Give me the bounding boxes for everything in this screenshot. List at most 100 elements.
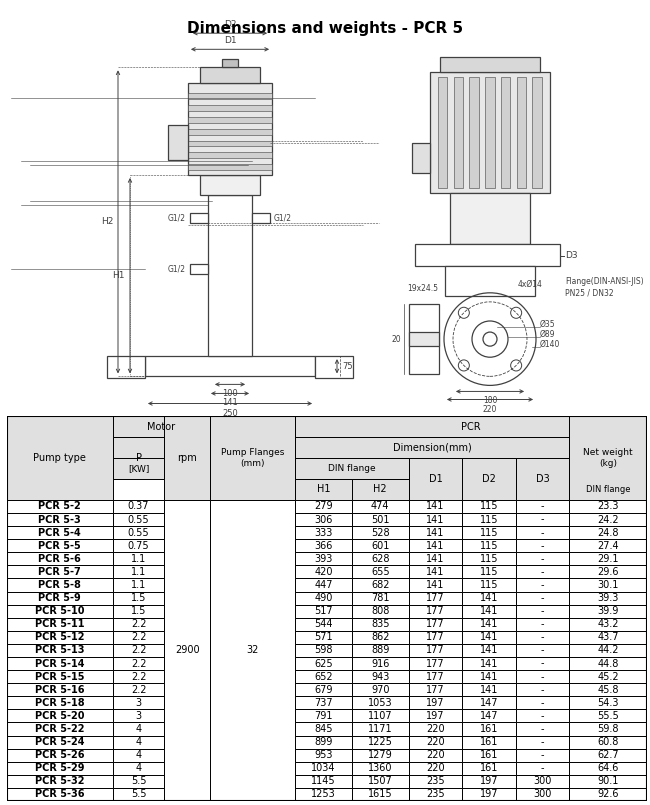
Text: 24.8: 24.8 xyxy=(597,527,619,538)
Bar xyxy=(462,709,516,722)
Bar xyxy=(6,631,113,644)
Bar xyxy=(113,709,164,722)
Text: PCR 5-16: PCR 5-16 xyxy=(35,685,84,695)
Text: 1107: 1107 xyxy=(368,711,393,721)
Bar xyxy=(168,125,188,160)
Bar xyxy=(295,670,352,683)
Text: 679: 679 xyxy=(314,685,333,695)
Bar xyxy=(352,500,409,513)
Text: 366: 366 xyxy=(315,541,333,551)
Text: 161: 161 xyxy=(480,724,499,734)
Text: G1/2: G1/2 xyxy=(168,264,186,273)
Text: Pump type: Pump type xyxy=(33,453,86,463)
Text: 2.2: 2.2 xyxy=(131,685,146,695)
Text: 5.5: 5.5 xyxy=(131,790,146,799)
Bar xyxy=(6,565,113,579)
Text: 1171: 1171 xyxy=(368,724,393,734)
Bar xyxy=(409,513,462,526)
Text: 501: 501 xyxy=(371,514,389,525)
Bar xyxy=(6,762,113,774)
Text: 24.2: 24.2 xyxy=(597,514,619,525)
Text: 1.1: 1.1 xyxy=(131,554,146,563)
Text: G1/2: G1/2 xyxy=(168,214,186,223)
Bar xyxy=(352,736,409,749)
Bar xyxy=(409,683,462,696)
Text: 90.1: 90.1 xyxy=(597,776,619,786)
Text: D3: D3 xyxy=(565,251,578,260)
Text: Net weight
(kg): Net weight (kg) xyxy=(583,448,633,468)
Text: PN25 / DN32: PN25 / DN32 xyxy=(565,289,614,298)
Text: 220: 220 xyxy=(426,737,445,747)
Text: 2.2: 2.2 xyxy=(131,658,146,668)
Bar xyxy=(188,141,272,147)
Text: PCR 5-11: PCR 5-11 xyxy=(35,619,84,630)
Bar xyxy=(462,617,516,631)
Text: 60.8: 60.8 xyxy=(597,737,619,747)
Text: 197: 197 xyxy=(480,776,499,786)
Text: PCR 5-6: PCR 5-6 xyxy=(38,554,81,563)
Text: PCR 5-9: PCR 5-9 xyxy=(38,593,81,603)
Bar xyxy=(469,77,479,188)
Bar xyxy=(295,605,352,617)
Text: 141: 141 xyxy=(480,593,499,603)
Bar xyxy=(352,774,409,788)
Text: 161: 161 xyxy=(480,763,499,774)
Bar xyxy=(409,657,462,670)
Bar xyxy=(569,788,647,801)
Bar xyxy=(516,736,569,749)
Text: DIN flange: DIN flange xyxy=(586,485,630,494)
Text: 43.2: 43.2 xyxy=(597,619,619,630)
Bar xyxy=(295,458,409,479)
Bar xyxy=(569,696,647,709)
Text: PCR 5-5: PCR 5-5 xyxy=(38,541,81,551)
Text: 220: 220 xyxy=(426,724,445,734)
Bar xyxy=(6,579,113,592)
Bar xyxy=(462,774,516,788)
Text: 44.8: 44.8 xyxy=(597,658,619,668)
Text: Flange(DIN-ANSI-JIS): Flange(DIN-ANSI-JIS) xyxy=(565,277,644,286)
Text: 141: 141 xyxy=(480,606,499,616)
Text: 4xØ14: 4xØ14 xyxy=(518,280,543,289)
Bar xyxy=(516,683,569,696)
Text: 44.2: 44.2 xyxy=(597,646,619,655)
Text: -: - xyxy=(541,567,545,577)
Text: 177: 177 xyxy=(426,646,445,655)
Bar xyxy=(352,513,409,526)
Text: 474: 474 xyxy=(371,502,389,511)
Bar xyxy=(569,552,647,565)
Text: 682: 682 xyxy=(371,580,389,590)
Text: P: P xyxy=(136,453,142,463)
Bar xyxy=(6,513,113,526)
Bar xyxy=(190,213,208,223)
Bar xyxy=(6,696,113,709)
Bar xyxy=(295,437,569,458)
Text: -: - xyxy=(541,724,545,734)
Text: 19x24.5: 19x24.5 xyxy=(407,284,438,293)
Text: 916: 916 xyxy=(371,658,389,668)
Bar xyxy=(113,774,164,788)
Text: 161: 161 xyxy=(480,750,499,760)
Text: -: - xyxy=(541,763,545,774)
Text: PCR 5-12: PCR 5-12 xyxy=(35,633,84,642)
Bar xyxy=(462,539,516,552)
Text: 0.75: 0.75 xyxy=(128,541,150,551)
Bar xyxy=(569,657,647,670)
Text: D3: D3 xyxy=(536,474,549,484)
Text: 420: 420 xyxy=(314,567,333,577)
Bar xyxy=(295,644,352,657)
Text: 4: 4 xyxy=(135,763,142,774)
Bar xyxy=(462,670,516,683)
Bar xyxy=(516,552,569,565)
Text: 571: 571 xyxy=(314,633,333,642)
Text: 75: 75 xyxy=(342,361,352,371)
Text: 2.2: 2.2 xyxy=(131,619,146,630)
Bar xyxy=(569,683,647,696)
Text: 899: 899 xyxy=(315,737,333,747)
Bar xyxy=(295,592,352,605)
Text: 27.4: 27.4 xyxy=(597,541,619,551)
Text: D1: D1 xyxy=(224,36,237,45)
Bar xyxy=(6,592,113,605)
Text: 92.6: 92.6 xyxy=(597,790,619,799)
Text: 141: 141 xyxy=(480,685,499,695)
Text: 3: 3 xyxy=(135,698,142,708)
